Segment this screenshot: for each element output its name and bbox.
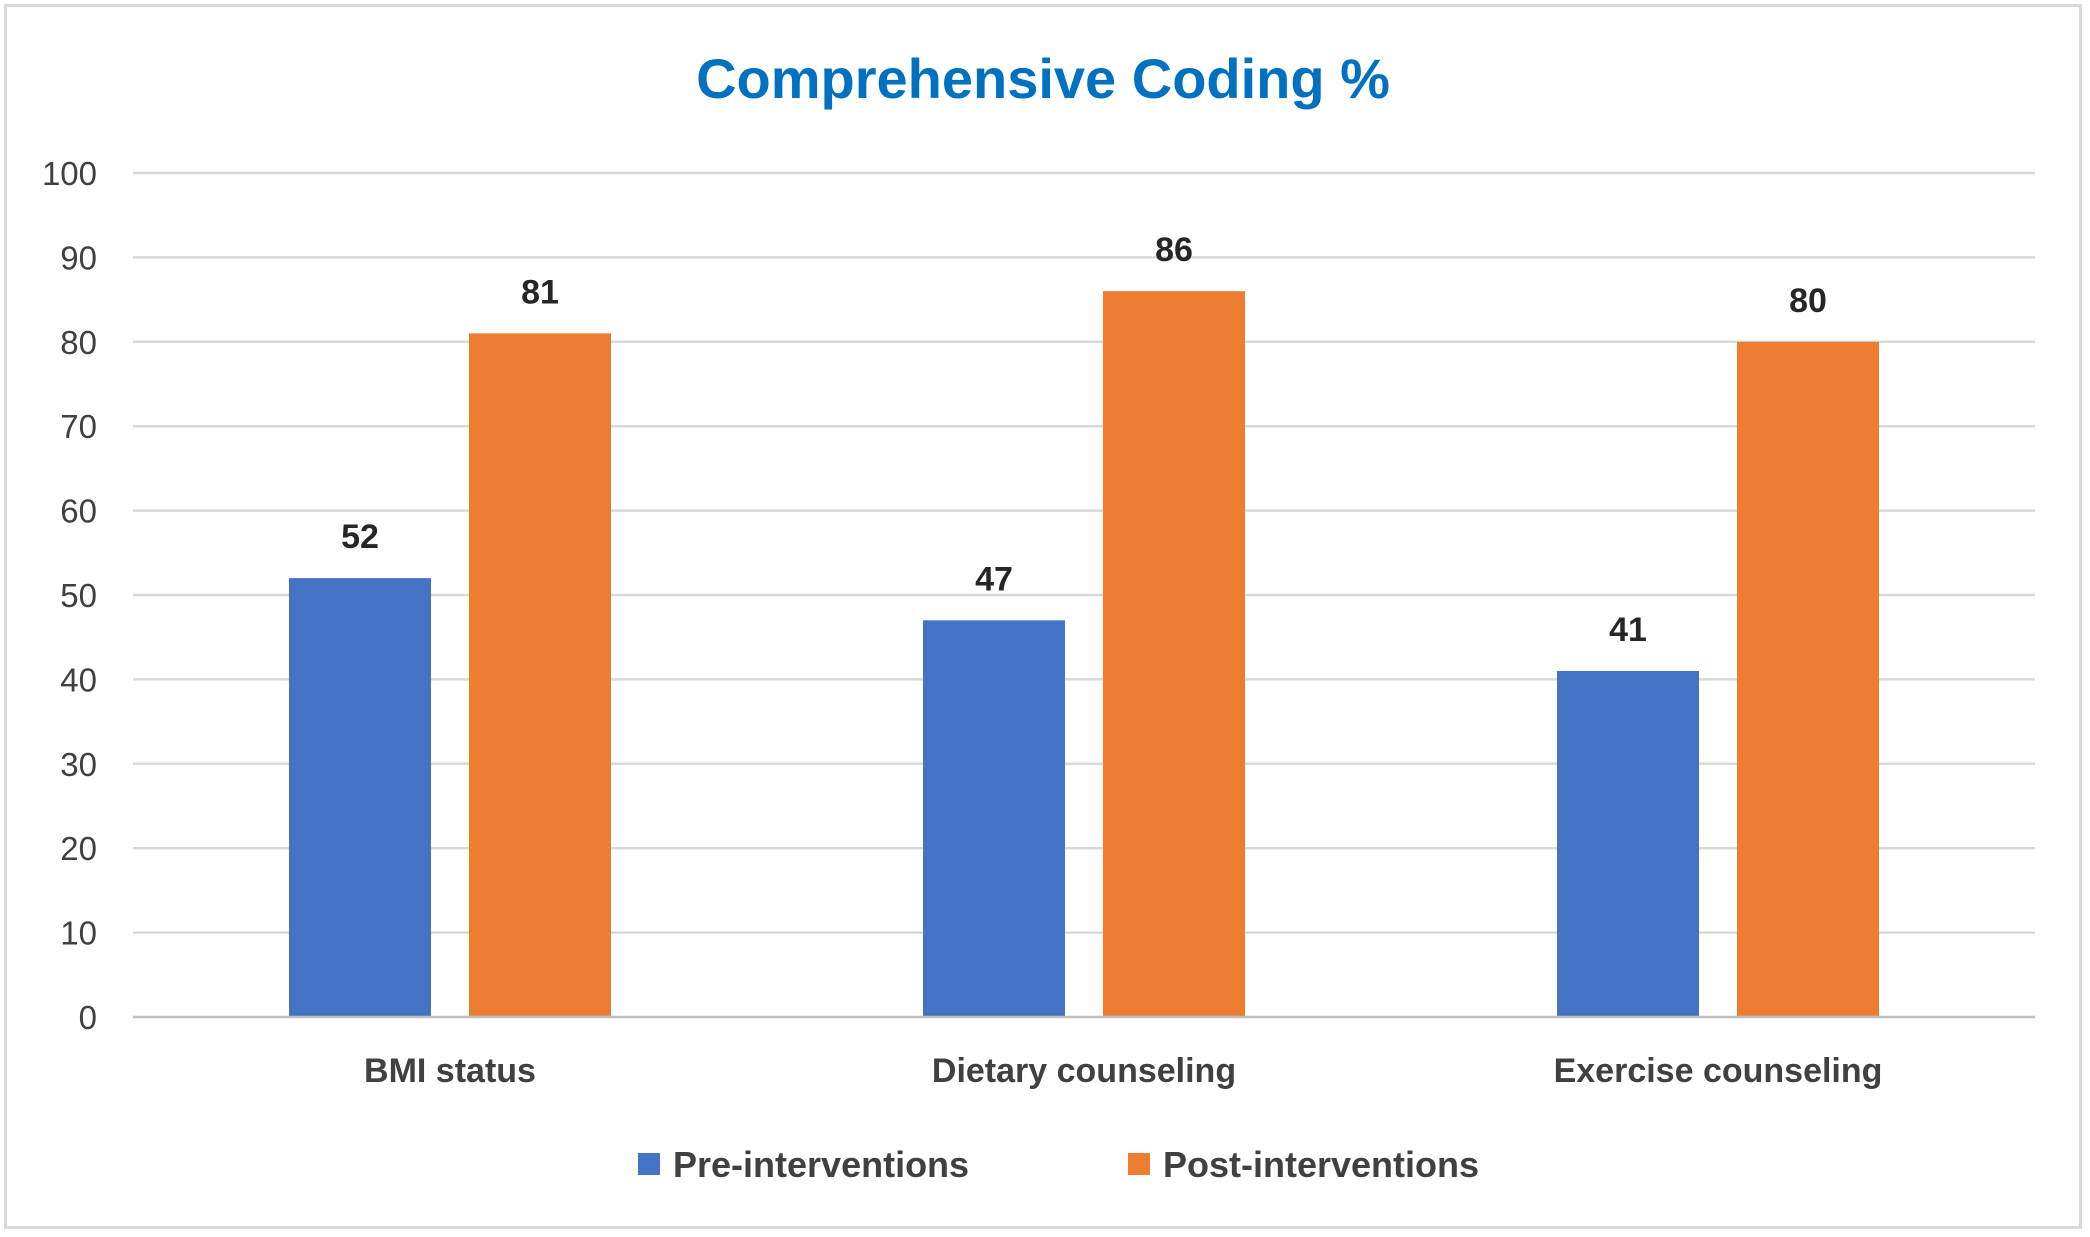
y-tick-label: 20 xyxy=(60,830,97,867)
legend-swatch xyxy=(638,1153,660,1175)
legend-label: Pre-interventions xyxy=(673,1144,969,1185)
x-tick-label: Dietary counseling xyxy=(932,1052,1236,1090)
y-tick-label: 50 xyxy=(60,577,97,614)
data-label: 86 xyxy=(1155,231,1193,269)
y-tick-label: 100 xyxy=(42,155,97,192)
y-axis: 0 10 20 30 40 50 60 70 80 90 100 xyxy=(42,155,97,1036)
legend-item: Pre-interventions xyxy=(638,1144,969,1185)
y-tick-label: 10 xyxy=(60,915,97,952)
bar-pre-1 xyxy=(289,578,431,1017)
legend-label: Post-interventions xyxy=(1163,1144,1479,1185)
legend-swatch xyxy=(1128,1153,1150,1175)
bar-post-1 xyxy=(469,333,611,1017)
y-tick-label: 60 xyxy=(60,493,97,530)
y-tick-label: 80 xyxy=(60,324,97,361)
data-label: 41 xyxy=(1609,611,1647,649)
bar-post-2 xyxy=(1103,291,1245,1017)
bar-post-3 xyxy=(1737,341,1879,1017)
bar-pre-3 xyxy=(1557,670,1699,1017)
legend: Pre-interventions Post-interventions xyxy=(638,1144,1479,1185)
bars xyxy=(289,291,1879,1017)
data-label: 81 xyxy=(521,273,559,311)
x-axis: BMI status Dietary counseling Exercise cou… xyxy=(133,1015,2035,1090)
data-label: 52 xyxy=(341,518,379,556)
x-tick-label: BMI status xyxy=(364,1052,536,1090)
y-tick-label: 90 xyxy=(60,239,97,276)
bar-pre-2 xyxy=(923,620,1065,1017)
y-tick-label: 30 xyxy=(60,746,97,783)
gridlines xyxy=(133,171,2035,934)
data-label: 80 xyxy=(1789,282,1827,320)
y-tick-label: 40 xyxy=(60,661,97,698)
chart-title: Comprehensive Coding % xyxy=(696,47,1390,110)
data-labels: 52 81 47 86 41 80 xyxy=(341,231,1827,649)
legend-item: Post-interventions xyxy=(1128,1144,1479,1185)
y-tick-label: 0 xyxy=(79,999,97,1036)
data-label: 47 xyxy=(975,560,1013,598)
x-tick-label: Exercise counseling xyxy=(1554,1052,1883,1090)
y-tick-label: 70 xyxy=(60,408,97,445)
